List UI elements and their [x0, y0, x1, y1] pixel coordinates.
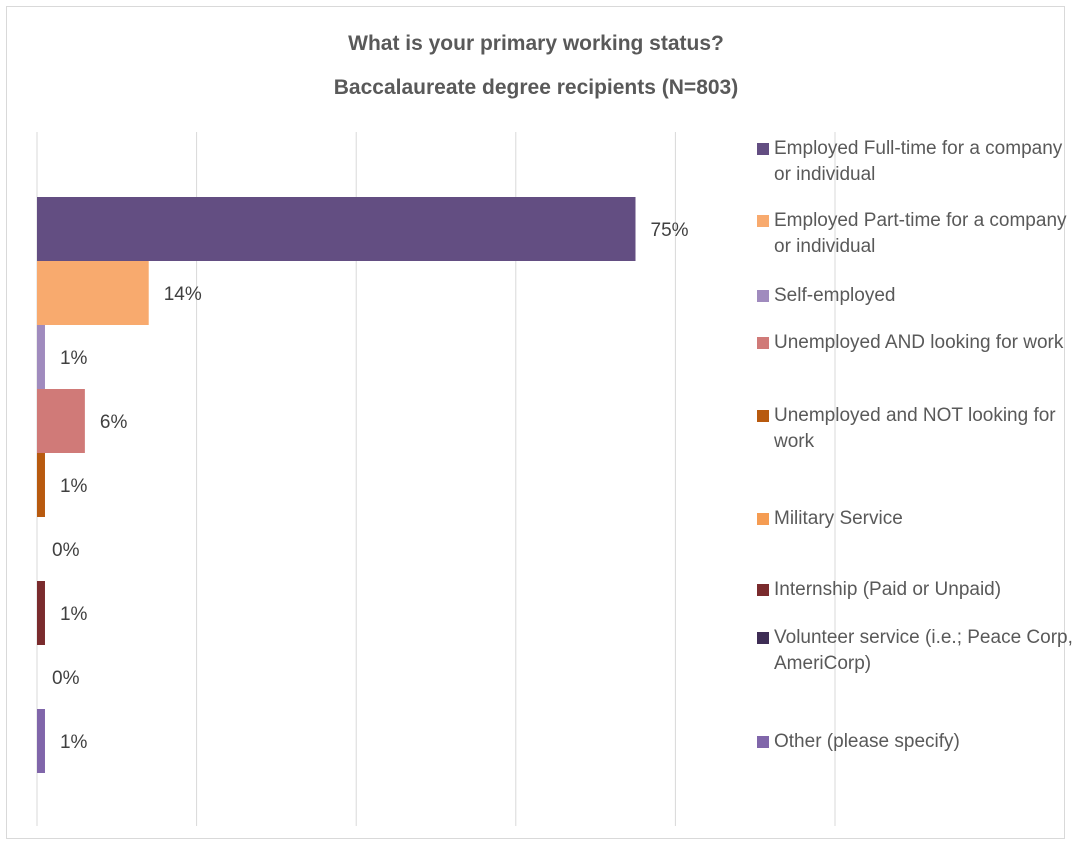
bar-3 [37, 325, 45, 389]
legend-swatch [757, 215, 769, 227]
legend-label: Other (please specify) [774, 731, 960, 752]
legend-item-8: Volunteer service (i.e.; Peace Corp, Ame… [757, 625, 1072, 677]
chart-title: What is your primary working status? [348, 32, 724, 55]
data-label-7: 1% [60, 604, 88, 625]
chart-subtitle: Baccalaureate degree recipients (N=803) [333, 76, 739, 99]
bar-5 [37, 453, 45, 517]
legend-label: Unemployed AND looking for work [774, 332, 1064, 353]
legend-label: Employed Part-time for a company or indi… [774, 210, 1067, 257]
data-label-4: 6% [100, 412, 128, 433]
bar-7 [37, 581, 45, 645]
legend-label: Employed Full-time for a company or indi… [774, 138, 1063, 185]
bar-2 [37, 261, 149, 325]
legend-item-3: Self-employed [757, 283, 1072, 309]
legend-label: Unemployed and NOT looking for work [774, 405, 1056, 452]
legend-item-5: Unemployed and NOT looking for work [757, 403, 1072, 455]
legend-label: Military Service [774, 508, 903, 529]
legend-label: Internship (Paid or Unpaid) [774, 579, 1002, 600]
legend-swatch [757, 632, 769, 644]
legend-item-4: Unemployed AND looking for work [757, 330, 1072, 356]
legend-swatch [757, 513, 769, 525]
data-label-5: 1% [60, 476, 88, 497]
legend-item-9: Other (please specify) [757, 729, 1072, 755]
legend-item-7: Internship (Paid or Unpaid) [757, 577, 1072, 603]
bar-4 [37, 389, 85, 453]
legend-item-1: Employed Full-time for a company or indi… [757, 136, 1072, 188]
legend-swatch [757, 143, 769, 155]
legend-label: Volunteer service (i.e.; Peace Corp, Ame… [774, 627, 1072, 674]
legend-item-6: Military Service [757, 506, 1072, 532]
data-label-8: 0% [52, 668, 80, 689]
legend-swatch [757, 410, 769, 422]
legend-swatch [757, 290, 769, 302]
data-label-3: 1% [60, 348, 88, 369]
legend-label: Self-employed [774, 285, 896, 306]
legend-swatch [757, 337, 769, 349]
legend-swatch [757, 736, 769, 748]
data-label-9: 1% [60, 732, 88, 753]
legend-item-2: Employed Part-time for a company or indi… [757, 208, 1072, 260]
data-label-6: 0% [52, 540, 80, 561]
legend-swatch [757, 584, 769, 596]
chart-frame [6, 6, 1065, 839]
data-label-1: 75% [651, 220, 689, 241]
data-label-2: 14% [164, 284, 202, 305]
bar-1 [37, 197, 636, 261]
bar-9 [37, 709, 45, 773]
